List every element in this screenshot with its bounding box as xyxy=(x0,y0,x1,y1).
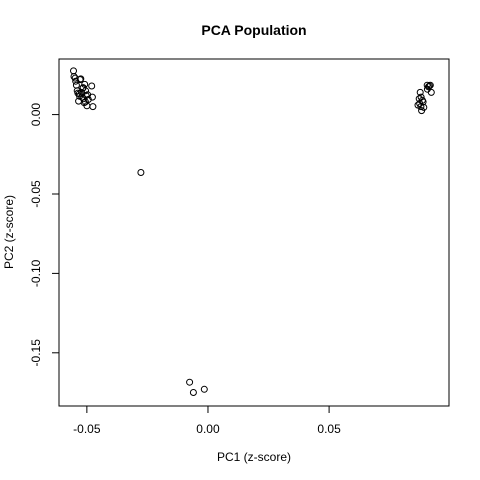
data-point xyxy=(77,75,85,83)
x-axis: -0.05 0.00 0.05 xyxy=(73,405,341,436)
y-tick-label: -0.15 xyxy=(29,339,43,367)
data-point xyxy=(70,73,78,80)
data-points xyxy=(70,67,435,396)
data-point xyxy=(137,169,145,176)
data-point xyxy=(200,385,208,393)
data-point xyxy=(82,87,90,95)
data-point xyxy=(76,76,84,84)
y-tick-label: -0.10 xyxy=(29,259,43,287)
data-point xyxy=(70,67,77,75)
data-point xyxy=(423,85,431,93)
y-tick-label: 0.00 xyxy=(29,103,43,127)
x-tick-label: 0.00 xyxy=(196,422,220,436)
y-axis: 0.00 -0.05 -0.10 -0.15 xyxy=(29,103,60,367)
plot-frame xyxy=(58,58,450,407)
data-point xyxy=(88,93,96,101)
data-point xyxy=(416,88,424,96)
data-point xyxy=(76,92,84,100)
data-point xyxy=(72,81,80,89)
data-point xyxy=(417,93,425,101)
data-point xyxy=(89,103,97,111)
data-point xyxy=(420,103,428,111)
data-point xyxy=(416,100,424,107)
x-tick-label: 0.05 xyxy=(317,422,341,436)
chart-title: PCA Population xyxy=(201,22,306,38)
x-tick-label: -0.05 xyxy=(73,422,101,436)
y-tick-label: -0.05 xyxy=(29,180,43,208)
x-axis-label: PC1 (z-score) xyxy=(217,450,291,464)
data-point xyxy=(186,378,194,386)
data-point xyxy=(427,88,435,96)
data-point xyxy=(81,80,89,88)
data-point xyxy=(189,389,197,396)
data-point xyxy=(88,82,96,90)
y-axis-label: PC2 (z-score) xyxy=(2,195,16,269)
